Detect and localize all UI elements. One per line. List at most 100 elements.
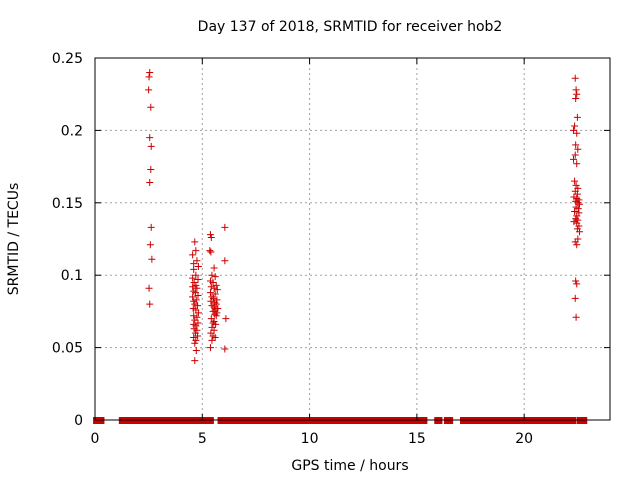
data-point (189, 283, 197, 291)
data-point (571, 294, 579, 302)
data-point (210, 326, 218, 334)
data-point (146, 68, 154, 76)
data-point (190, 278, 198, 286)
data-point (575, 196, 583, 204)
y-tick-label: 0 (74, 413, 83, 429)
x-tick-label: 15 (408, 431, 426, 447)
data-point (193, 284, 201, 292)
data-point (147, 103, 155, 111)
data-point (191, 339, 199, 347)
data-point (573, 241, 581, 249)
data-point (192, 336, 200, 344)
data-point (209, 307, 217, 315)
data-point (207, 234, 215, 242)
data-point (146, 241, 154, 249)
data-point (572, 86, 580, 94)
x-axis-tick-labels: 0 5 10 15 20 (91, 431, 534, 447)
data-point (194, 276, 202, 284)
data-point (192, 322, 200, 330)
data-point (572, 313, 580, 321)
y-tick-label: 0.1 (61, 268, 83, 284)
data-point (194, 302, 202, 310)
axis-ticks (94, 57, 610, 421)
data-point (221, 345, 229, 353)
data-point (573, 190, 581, 198)
data-point (193, 257, 201, 265)
data-point (206, 289, 214, 297)
data-point (190, 287, 198, 295)
y-tick-label: 0.05 (52, 341, 83, 357)
x-tick-label: 10 (301, 431, 319, 447)
data-point (189, 274, 197, 282)
plot-frame (94, 57, 611, 421)
data-point (208, 336, 216, 344)
data-point (191, 357, 199, 365)
data-point (206, 247, 214, 255)
data-point (211, 333, 219, 341)
data-point (210, 284, 218, 292)
data-point (571, 207, 579, 215)
data-point (146, 179, 154, 187)
data-point (145, 284, 153, 292)
data-point (571, 74, 579, 82)
x-tick-label: 20 (515, 431, 533, 447)
data-point (189, 251, 197, 259)
data-point (194, 263, 202, 271)
data-point (207, 297, 215, 305)
x-tick-label: 0 (91, 431, 100, 447)
data-point (210, 303, 218, 311)
y-tick-label: 0.2 (61, 123, 83, 139)
data-point (194, 291, 202, 299)
data-point (146, 134, 154, 142)
data-point (574, 145, 582, 153)
data-point (572, 277, 580, 285)
data-point (206, 344, 214, 352)
data-point (573, 129, 581, 137)
x-tick-label: 5 (198, 431, 207, 447)
data-point (209, 278, 217, 286)
data-point (192, 271, 200, 279)
data-point (221, 257, 229, 265)
data-point (573, 90, 581, 98)
y-axis-tick-labels: 0 0.05 0.1 0.15 0.2 0.25 (52, 51, 83, 429)
data-point (190, 312, 198, 320)
data-point (194, 332, 202, 340)
data-point (147, 165, 155, 173)
x-axis-label: GPS time / hours (291, 458, 408, 474)
data-point (210, 318, 218, 326)
data-point (145, 86, 153, 94)
data-point (191, 238, 199, 246)
chart-title: Day 137 of 2018, SRMTID for receiver hob… (198, 19, 503, 35)
data-point (189, 293, 197, 301)
data-point (573, 280, 581, 288)
data-point (190, 297, 198, 305)
data-point (192, 281, 200, 289)
y-tick-label: 0.25 (52, 51, 83, 67)
data-point (145, 73, 153, 81)
data-point (571, 122, 579, 130)
data-point (570, 126, 578, 134)
y-axis-label: SRMTID / TECUs (6, 183, 22, 296)
data-point (221, 223, 229, 231)
data-point (190, 265, 198, 273)
y-tick-label: 0.15 (52, 196, 83, 212)
data-point (211, 310, 219, 318)
data-point (207, 248, 215, 256)
data-point (574, 216, 582, 224)
data-points (145, 68, 584, 365)
data-point (571, 238, 579, 246)
grid-lines (95, 58, 610, 420)
data-point (191, 316, 199, 324)
data-point (208, 271, 216, 279)
data-point (211, 273, 219, 281)
data-point (573, 113, 581, 121)
data-point (572, 141, 580, 149)
data-point (576, 228, 584, 236)
data-point (572, 95, 580, 103)
data-point (573, 212, 581, 220)
data-point (210, 264, 218, 272)
data-point (571, 177, 579, 185)
data-point (212, 312, 220, 320)
